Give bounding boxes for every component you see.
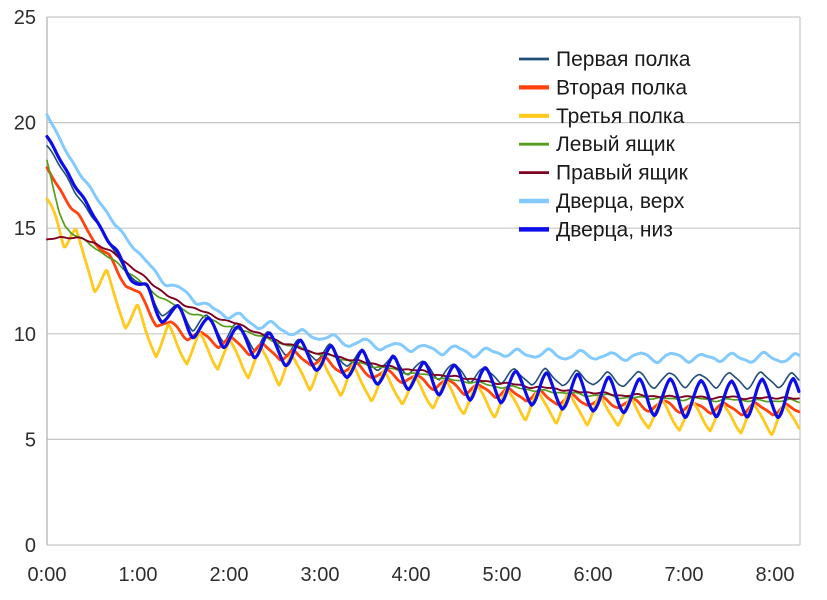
x-tick-label-3:00: 3:00 [301, 564, 340, 586]
legend-item-1: Первая полка [519, 48, 691, 71]
legend-item-4: Левый ящик [519, 133, 676, 156]
data-series [45, 113, 801, 437]
legend-label-4: Левый ящик [556, 133, 676, 156]
y-tick-label-10: 10 [14, 324, 36, 346]
legend-item-2: Вторая полка [519, 76, 687, 99]
series-line-7 [45, 135, 801, 420]
series-line-5 [46, 236, 800, 401]
y-tick-label-25: 25 [14, 7, 36, 29]
chart-legend: Первая полка Вторая полка Третья полка Левы… [519, 48, 691, 241]
x-tick-label-1:00: 1:00 [119, 564, 158, 586]
series-line-2 [45, 166, 801, 417]
legend-item-3: Третья полка [519, 105, 685, 128]
legend-label-6: Дверца, верх [556, 190, 685, 213]
x-tick-label-7:00: 7:00 [665, 564, 704, 586]
x-tick-label-5:00: 5:00 [483, 564, 522, 586]
legend-label-3: Третья полка [556, 105, 685, 128]
legend-label-7: Дверца, низ [556, 218, 673, 241]
legend-label-1: Первая полка [556, 48, 691, 71]
legend-item-6: Дверца, верх [519, 190, 685, 213]
legend-item-7: Дверца, низ [519, 218, 673, 241]
legend-label-2: Вторая полка [556, 76, 687, 99]
x-tick-label-8:00: 8:00 [756, 564, 795, 586]
x-tick-label-4:00: 4:00 [392, 564, 431, 586]
x-tick-label-6:00: 6:00 [574, 564, 613, 586]
series-line-6 [45, 113, 801, 365]
x-tick-label-2:00: 2:00 [210, 564, 249, 586]
y-tick-label-5: 5 [25, 429, 36, 451]
y-tick-label-20: 20 [14, 113, 36, 135]
y-tick-label-15: 15 [14, 218, 36, 240]
series-line-3 [45, 197, 801, 437]
series-line-4 [46, 159, 800, 404]
legend-item-5: Правый ящик [519, 162, 689, 185]
axes [46, 17, 801, 545]
y-axis-tick-labels: 0 5 10 15 20 25 [14, 7, 36, 557]
y-tick-label-0: 0 [25, 535, 36, 557]
legend-label-5: Правый ящик [556, 162, 689, 185]
x-tick-label-0:00: 0:00 [28, 564, 67, 586]
x-axis-tick-labels: 0:00 1:00 2:00 3:00 4:00 5:00 6:00 7:00 8:00 [28, 564, 795, 586]
